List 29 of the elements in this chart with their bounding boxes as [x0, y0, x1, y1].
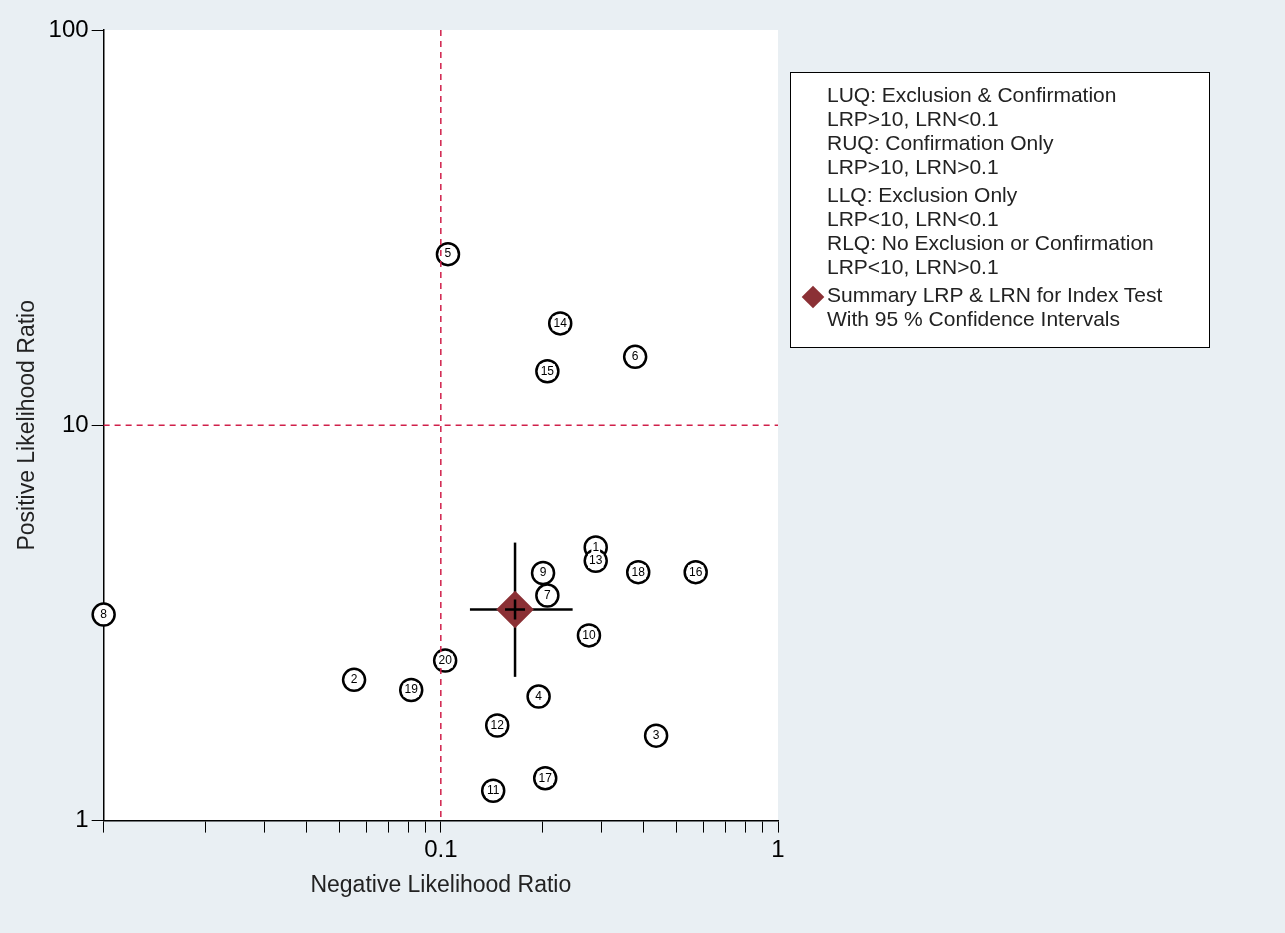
- y-axis-title: Positive Likelihood Ratio: [13, 300, 40, 551]
- annotation: 13: [589, 553, 603, 568]
- annotation: 5: [444, 246, 452, 261]
- y-tick-label: 100: [48, 14, 89, 42]
- legend-label: Summary LRP & LRN for Index Test With 95 % Confidence Intervals: [827, 283, 1163, 331]
- annotation: 10: [582, 627, 596, 642]
- annotation: 1: [592, 539, 600, 554]
- y-tick-label: 1: [75, 805, 89, 833]
- x-tick-label: 0.1: [424, 834, 458, 862]
- x-axis-title: Negative Likelihood Ratio: [310, 870, 572, 897]
- annotation: 4: [535, 688, 543, 703]
- annotation: 12: [490, 717, 505, 732]
- annotation: 9: [539, 565, 547, 580]
- text: LLQ: Exclusion Only LRP<10, LRN<0.1 RLQ: No Exclusion or Confirmation LRP<10, LRN>0.1: [827, 183, 1154, 279]
- annotation: 18: [631, 564, 646, 579]
- annotation: 19: [404, 682, 419, 697]
- annotation: 2: [350, 672, 358, 687]
- text: LUQ: Exclusion & Confirmation LRP>10, LRN<0.1 RUQ: Confirmation Only LRP>10, LRN>0.1: [827, 83, 1117, 179]
- annotation: 6: [631, 349, 639, 364]
- annotation: 11: [486, 783, 500, 798]
- annotation: 3: [652, 727, 660, 742]
- annotation: 14: [553, 315, 568, 330]
- annotation: 15: [540, 363, 555, 378]
- annotation: 16: [689, 564, 703, 579]
- annotation: 8: [100, 606, 108, 621]
- annotation: 20: [438, 652, 453, 667]
- annotation: 17: [538, 770, 553, 785]
- y-tick-label: 10: [61, 409, 89, 437]
- annotation: 7: [544, 587, 552, 602]
